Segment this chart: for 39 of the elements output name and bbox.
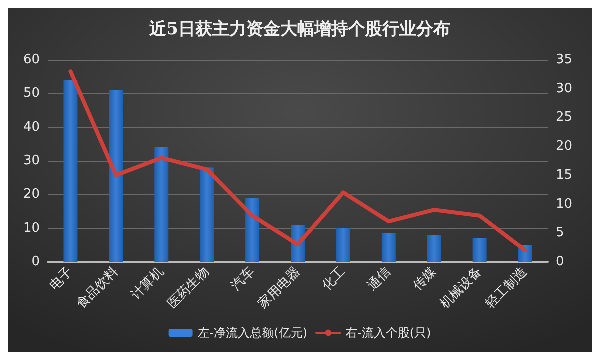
bar <box>200 168 214 262</box>
bar <box>246 198 260 262</box>
y2-tick-label: 35 <box>556 52 573 68</box>
y2-tick-label: 15 <box>556 168 573 183</box>
bar <box>109 90 124 262</box>
x-tick-label: 计算机 <box>128 264 167 303</box>
y-tick-label: 10 <box>23 220 40 236</box>
bar <box>336 228 350 262</box>
y2-tick-label: 10 <box>556 196 573 212</box>
y-tick-label: 30 <box>23 154 40 168</box>
x-tick-label: 电子 <box>47 264 76 294</box>
y2-tick-label: 5 <box>556 226 564 241</box>
y-tick-label: 20 <box>23 187 40 202</box>
y2-tick-label: 25 <box>556 110 573 126</box>
y2-tick-label: 20 <box>556 139 573 154</box>
x-tick-label: 医药生物 <box>165 264 212 312</box>
bar <box>382 233 396 262</box>
y2-tick-label: 30 <box>556 81 573 96</box>
y2-tick-label: 0 <box>556 254 564 270</box>
y-tick-label: 40 <box>23 120 40 135</box>
y-tick-label: 60 <box>23 52 40 68</box>
x-tick-label: 家用电器 <box>255 264 304 312</box>
x-tick-label: 机械设备 <box>438 264 486 312</box>
bar <box>427 235 442 262</box>
legend-label: 右-流入个股(只) <box>346 326 432 340</box>
legend-label: 左-净流入总额(亿元) <box>198 326 308 340</box>
y-tick-label: 0 <box>32 254 40 270</box>
x-tick-label: 汽车 <box>228 264 258 294</box>
chart-title: 近5日获主力资金大幅增持个股行业分布 <box>148 20 450 40</box>
bar <box>154 148 169 262</box>
y-tick-label: 50 <box>23 86 40 102</box>
x-tick-label: 传媒 <box>410 264 440 294</box>
bar <box>472 238 487 262</box>
x-tick-label: 通信 <box>365 264 394 294</box>
x-tick-label: 轻工制造 <box>483 264 531 312</box>
x-tick-label: 食品饮料 <box>74 264 122 312</box>
bar <box>64 80 78 262</box>
x-tick-label: 化工 <box>320 264 349 294</box>
line-series <box>68 70 528 252</box>
